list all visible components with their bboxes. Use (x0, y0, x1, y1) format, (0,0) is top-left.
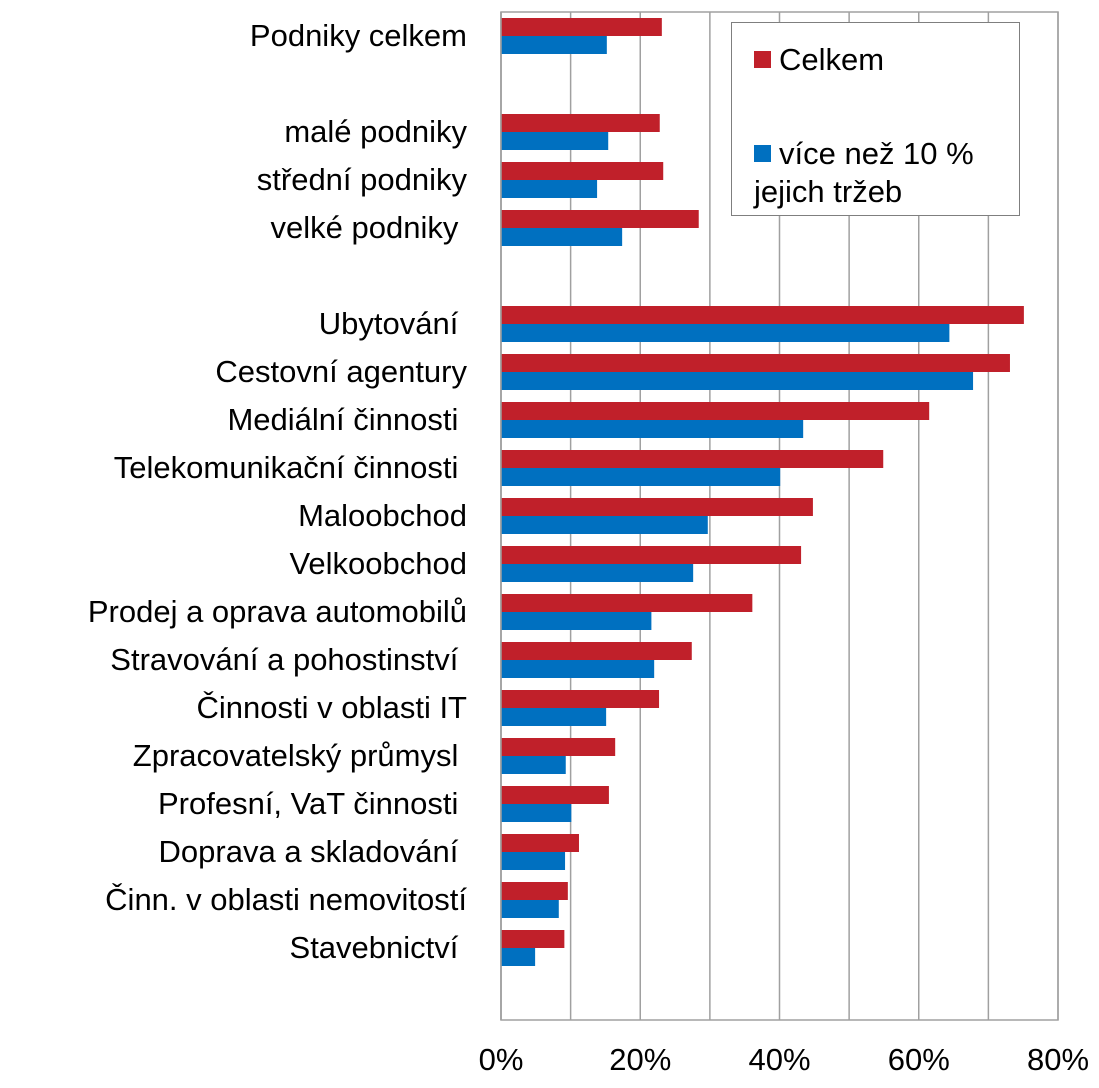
bar (501, 756, 566, 774)
y-tick-label: Velkoobchod (289, 546, 467, 581)
x-tick-label: 20% (609, 1042, 671, 1077)
y-tick-label: Činnosti v oblasti IT (197, 690, 468, 725)
y-tick-label: Činn. v oblasti nemovitostí (105, 882, 467, 917)
y-tick-label: Prodej a oprava automobilů (88, 594, 467, 629)
bar (501, 708, 607, 726)
x-tick-label: 0% (479, 1042, 524, 1077)
x-tick-label: 60% (888, 1042, 950, 1077)
bar (501, 594, 753, 612)
bar (501, 546, 802, 564)
bar (501, 738, 616, 756)
bar (501, 132, 609, 150)
bar (501, 516, 708, 534)
bar (501, 162, 664, 180)
bar (501, 114, 660, 132)
bar (501, 852, 566, 870)
bar (501, 36, 607, 54)
bar (501, 324, 950, 342)
y-tick-label: Doprava a skladování (159, 834, 467, 869)
legend-label: více než 10 % jejich tržeb (754, 136, 974, 209)
bar (501, 372, 974, 390)
bar (501, 660, 655, 678)
bar (501, 180, 598, 198)
legend-item: více než 10 % jejich tržeb (754, 135, 1009, 211)
y-tick-label: střední podniky (257, 162, 468, 197)
bar (501, 612, 652, 630)
bar (501, 498, 813, 516)
x-tick-label: 40% (748, 1042, 810, 1077)
bar (501, 804, 572, 822)
y-tick-label: Stravování a pohostinství (110, 642, 467, 677)
bar (501, 786, 609, 804)
y-tick-label: velké podniky (271, 210, 467, 245)
bar (501, 882, 568, 900)
y-tick-label: Mediální činnosti (227, 402, 467, 437)
bar (501, 420, 804, 438)
y-tick-label: malé podniky (284, 114, 467, 149)
y-tick-label: Cestovní agentury (215, 354, 467, 389)
y-tick-label: Stavebnictví (290, 930, 467, 965)
bar (501, 834, 579, 852)
bar (501, 468, 781, 486)
bar (501, 354, 1010, 372)
bar (501, 690, 660, 708)
bar (501, 564, 694, 582)
bar (501, 228, 623, 246)
y-tick-label: Podniky celkem (250, 18, 467, 53)
bar (501, 306, 1024, 324)
y-tick-label: Telekomunikační činnosti (114, 450, 467, 485)
bar (501, 18, 662, 36)
x-tick-label: 80% (1027, 1042, 1089, 1077)
y-tick-label: Maloobchod (298, 498, 467, 533)
bar (501, 210, 699, 228)
bar (501, 948, 536, 966)
bar (501, 930, 565, 948)
legend-swatch (754, 145, 771, 162)
y-tick-label: Zpracovatelský průmysl (133, 738, 467, 773)
legend: Celkem více než 10 % jejich tržeb (731, 22, 1020, 216)
bar (501, 900, 559, 918)
bar (501, 450, 884, 468)
y-tick-label: Profesní, VaT činnosti (158, 786, 467, 821)
legend-swatch (754, 51, 771, 68)
legend-item: Celkem (754, 41, 1009, 79)
legend-label: Celkem (779, 42, 885, 77)
y-tick-label: Ubytování (319, 306, 467, 341)
bar (501, 642, 692, 660)
bar (501, 402, 930, 420)
